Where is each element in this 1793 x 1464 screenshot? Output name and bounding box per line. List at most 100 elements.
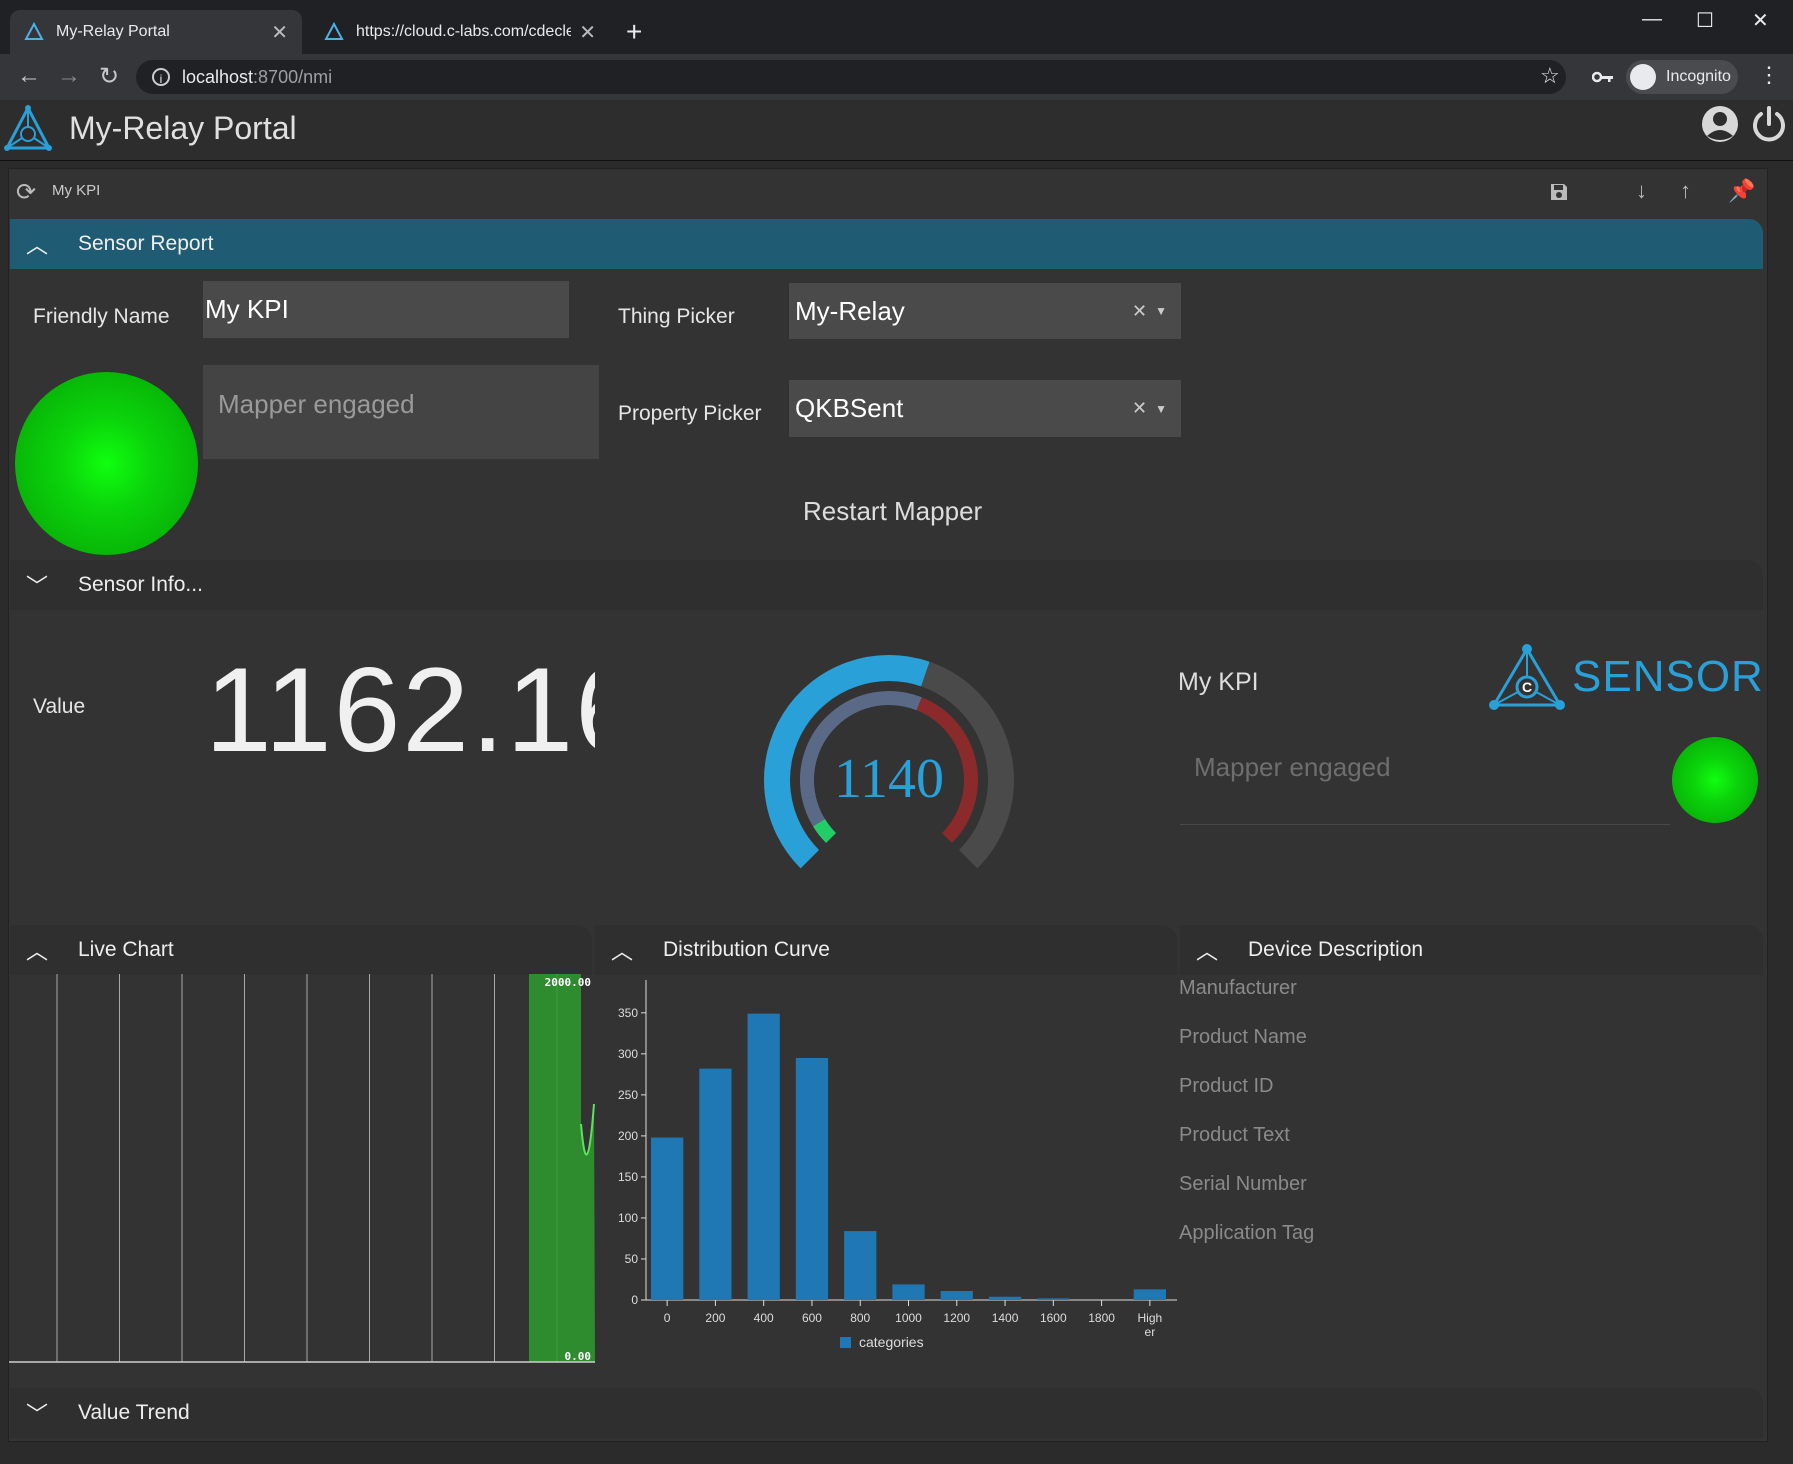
- collapse-chevron-icon[interactable]: ︿: [1195, 939, 1218, 964]
- status-indicator: [15, 372, 198, 555]
- kpi-name: My KPI: [1178, 668, 1259, 696]
- app-title: My-Relay Portal: [69, 110, 297, 146]
- distribution-chart: 0 50 100 150 200 250 300 350 0 200 400 600 800 1000 12…: [618, 980, 1177, 1350]
- site-info-icon[interactable]: i: [152, 68, 170, 86]
- expand-chevron-icon[interactable]: ﹀: [25, 574, 48, 599]
- y-tick-label: 250: [618, 1088, 638, 1102]
- y-tick-label: 0: [631, 1293, 638, 1307]
- legend-label: categories: [859, 1334, 924, 1350]
- sensor-logo-icon: C: [1489, 644, 1565, 710]
- tab-my-relay-portal[interactable]: My-Relay Portal ✕: [10, 10, 302, 54]
- tab-cloud-c-labs[interactable]: https://cloud.c-labs.com/cdeclea ✕: [310, 10, 610, 54]
- incognito-icon: [1630, 64, 1656, 90]
- product-text-label: Product Text: [1179, 1124, 1290, 1146]
- clear-icon[interactable]: ✕: [1132, 398, 1148, 418]
- histogram-bar: [988, 1296, 1022, 1300]
- app-header: [0, 100, 1793, 161]
- gauge-inner-start: [813, 819, 837, 843]
- y-tick-label: 150: [618, 1170, 638, 1184]
- product-id-label: Product ID: [1179, 1075, 1274, 1097]
- x-tick-label: High er: [1138, 1311, 1163, 1339]
- gauge-inner-mid: [800, 691, 922, 800]
- close-window-icon[interactable]: ✕: [1752, 10, 1769, 32]
- live-chart-min: 0.00: [565, 1350, 592, 1363]
- power-icon[interactable]: [1749, 104, 1789, 144]
- property-picker-value: QKBSent: [795, 393, 904, 423]
- incognito-badge[interactable]: Incognito: [1626, 60, 1738, 94]
- application-tag-label: Application Tag: [1179, 1222, 1315, 1244]
- thing-picker-select[interactable]: My-Relay ✕ ▼: [789, 283, 1181, 339]
- distribution-curve-header[interactable]: ︿ Distribution Curve: [595, 925, 1177, 975]
- y-tick-label: 350: [618, 1006, 638, 1020]
- section-title: Sensor Report: [78, 232, 214, 255]
- user-account-icon[interactable]: [1700, 104, 1740, 144]
- maximize-icon[interactable]: ☐: [1696, 10, 1714, 32]
- kpi-status-textarea[interactable]: Mapper engaged: [1180, 730, 1670, 825]
- live-chart-max: 2000.00: [545, 976, 591, 989]
- svg-text:C: C: [1522, 679, 1532, 695]
- collapse-chevron-icon[interactable]: ︿: [25, 939, 48, 964]
- collapse-chevron-icon[interactable]: ︿: [25, 233, 48, 258]
- histogram-bar: [892, 1284, 925, 1300]
- restart-mapper-button[interactable]: Restart Mapper: [803, 496, 983, 526]
- c-labs-favicon-icon: [324, 22, 344, 40]
- device-description-header[interactable]: ︿ Device Description: [1180, 925, 1763, 975]
- histogram-bar: [747, 1013, 780, 1300]
- collapse-chevron-icon[interactable]: ︿: [610, 939, 633, 964]
- product-name-label: Product Name: [1179, 1026, 1307, 1048]
- close-tab-icon[interactable]: ✕: [271, 21, 288, 44]
- bookmark-star-icon[interactable]: ☆: [1540, 63, 1560, 88]
- pin-icon[interactable]: 📌: [1728, 178, 1756, 203]
- expand-chevron-icon[interactable]: ﹀: [25, 1402, 48, 1427]
- move-up-icon[interactable]: ↑: [1680, 178, 1691, 203]
- property-picker-label: Property Picker: [618, 402, 762, 425]
- x-tick-label: 800: [850, 1311, 870, 1325]
- histogram-bar: [699, 1068, 732, 1300]
- tab-label: My-Relay Portal: [56, 23, 170, 40]
- back-icon[interactable]: ←: [17, 62, 41, 89]
- c-labs-logo-icon: [4, 104, 52, 151]
- section-title: Sensor Info...: [78, 573, 203, 596]
- tab-label: https://cloud.c-labs.com/cdeclea: [356, 23, 572, 40]
- url-host: localhost: [182, 66, 254, 87]
- manufacturer-label: Manufacturer: [1179, 977, 1297, 999]
- browser-menu-icon[interactable]: ⋮: [1758, 62, 1780, 87]
- gauge-value: 1140: [834, 748, 944, 810]
- sensor-info-header[interactable]: ﹀ Sensor Info...: [10, 560, 1763, 610]
- dropdown-arrow-icon[interactable]: ▼: [1155, 304, 1167, 318]
- value-trend-header[interactable]: ﹀ Value Trend: [10, 1388, 1763, 1438]
- reload-icon[interactable]: ↻: [98, 63, 120, 90]
- live-chart-line: [580, 1103, 595, 1156]
- address-bar[interactable]: i localhost:8700/nmi: [136, 60, 1566, 94]
- x-tick-label: 1800: [1088, 1311, 1115, 1325]
- friendly-name-input[interactable]: My KPI: [203, 281, 569, 338]
- x-tick-label: 400: [754, 1311, 774, 1325]
- new-tab-button[interactable]: +: [626, 16, 643, 47]
- friendly-name-label: Friendly Name: [33, 305, 170, 328]
- y-tick-label: 100: [618, 1211, 638, 1225]
- move-down-icon[interactable]: ↓: [1636, 178, 1647, 203]
- section-title: Live Chart: [78, 938, 174, 961]
- key-icon[interactable]: [1592, 70, 1614, 84]
- live-chart: 2000.00 0.00: [9, 974, 595, 1363]
- close-tab-icon[interactable]: ✕: [579, 21, 596, 44]
- dropdown-arrow-icon[interactable]: ▼: [1155, 401, 1167, 416]
- status-textarea[interactable]: Mapper engaged: [203, 365, 599, 459]
- histogram-bar: [1037, 1298, 1070, 1300]
- thing-picker-label: Thing Picker: [618, 305, 735, 328]
- forward-icon[interactable]: →: [57, 62, 81, 89]
- clear-icon[interactable]: ✕: [1132, 300, 1148, 321]
- save-icon[interactable]: [1548, 181, 1570, 203]
- section-title: Distribution Curve: [663, 938, 830, 961]
- thing-picker-value: My-Relay: [795, 295, 905, 326]
- gauge-inner-high: [916, 697, 978, 843]
- live-chart-header[interactable]: ︿ Live Chart: [10, 925, 592, 975]
- y-tick-label: 50: [625, 1252, 639, 1266]
- minimize-icon[interactable]: —: [1642, 8, 1662, 30]
- sensor-report-header[interactable]: ︿ Sensor Report: [10, 219, 1763, 269]
- gauge-value-arc: [764, 655, 930, 869]
- property-picker-select[interactable]: QKBSent ✕ ▼: [789, 380, 1181, 437]
- histogram-bar: [795, 1057, 829, 1300]
- x-tick-label: 1000: [895, 1311, 922, 1325]
- refresh-icon[interactable]: ⟳: [16, 179, 37, 206]
